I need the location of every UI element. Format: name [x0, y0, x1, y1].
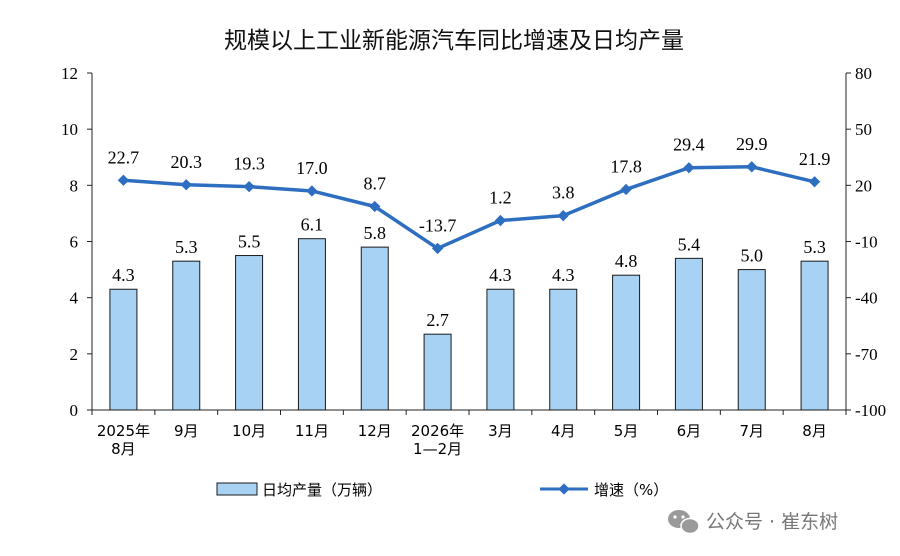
line-point	[557, 210, 569, 222]
x-tick-label: 3月	[488, 422, 513, 440]
bar-value-label: 5.3	[803, 237, 826, 257]
bar-value-label: 4.3	[489, 265, 512, 285]
bar-value-label: 5.5	[238, 232, 261, 252]
line-value-label: 29.9	[736, 134, 768, 154]
legend-bar-swatch	[216, 482, 258, 496]
bar	[674, 257, 703, 411]
line-point	[683, 162, 695, 174]
wechat-icon	[668, 510, 700, 535]
right-tick-label: 50	[855, 120, 872, 139]
axes: 0 2 4 6 8 10 12 -100 -70 -40 -10 20 50 80	[61, 64, 886, 420]
x-tick-label: 7月	[739, 422, 764, 440]
bar	[297, 238, 326, 411]
bars	[109, 238, 829, 411]
x-tick-label: 8月	[111, 440, 136, 458]
bar-value-label: 4.3	[552, 265, 575, 285]
line-point	[243, 180, 255, 193]
right-tick-label: -10	[855, 233, 878, 252]
line-point	[431, 242, 444, 255]
bar	[360, 246, 389, 411]
right-tick-label: 80	[855, 64, 872, 83]
line-point	[180, 179, 192, 191]
legend-line-label: 增速（%）	[594, 481, 668, 499]
line-value-label: 17.8	[610, 156, 642, 176]
left-tick-label: 10	[61, 120, 78, 139]
line-value-label: -13.7	[419, 215, 457, 235]
bar-value-label: 2.7	[426, 310, 449, 330]
x-tick-label: 8月	[802, 422, 827, 440]
line-value-label: 29.4	[673, 135, 705, 155]
bar-value-label: 4.3	[112, 265, 135, 285]
line-point	[808, 176, 821, 188]
bar	[737, 269, 766, 411]
x-tick-label: 2026年	[411, 422, 464, 440]
x-tick-label: 6月	[677, 422, 702, 440]
line-value-label: 8.7	[364, 173, 387, 193]
left-tick-label: 6	[70, 233, 79, 252]
left-tick-label: 12	[61, 64, 78, 83]
bar	[235, 255, 264, 411]
x-tick-label: 9月	[174, 422, 199, 440]
x-tick-label: 12月	[358, 422, 392, 440]
bar	[549, 288, 578, 411]
legend-bar-label: 日均产量（万辆）	[262, 481, 382, 499]
line-value-label: 1.2	[489, 188, 512, 208]
line-point	[620, 183, 632, 196]
data-labels: 4.3 5.3 5.5 6.1 5.8 2.7 4.3 4.3 4.8 5.4 5.0 5.3 22.7…	[108, 134, 831, 330]
line-value-label: 22.7	[108, 147, 140, 167]
bar-value-label: 5.0	[741, 246, 764, 266]
line-value-label: 20.3	[171, 152, 203, 172]
bar-value-label: 5.4	[678, 234, 701, 254]
bar	[612, 274, 641, 411]
x-tick-label: 11月	[295, 422, 329, 440]
bar	[172, 260, 201, 411]
chart-title: 规模以上工业新能源汽车同比增速及日均产量	[224, 28, 684, 54]
bar-value-label: 5.3	[175, 237, 198, 257]
line-point	[306, 185, 318, 197]
x-tick-label: 1—2月	[413, 440, 462, 458]
bar	[486, 288, 515, 411]
left-tick-label: 2	[70, 345, 79, 364]
right-tick-label: -40	[855, 289, 878, 308]
x-tick-label: 10月	[232, 422, 266, 440]
bar	[109, 288, 138, 411]
bar-value-label: 6.1	[301, 215, 324, 235]
right-tick-label: -70	[855, 345, 878, 364]
line-value-label: 17.0	[296, 158, 328, 178]
line-value-label: 3.8	[552, 183, 575, 203]
line-point	[117, 174, 130, 186]
line-series	[117, 161, 821, 255]
watermark-text: 公众号 · 崔东树	[706, 511, 838, 533]
bar-value-label: 5.8	[364, 223, 387, 243]
line-point	[494, 214, 507, 227]
legend: 日均产量（万辆） 增速（%）	[216, 481, 668, 499]
bar	[800, 260, 829, 411]
x-tick-label: 5月	[614, 422, 639, 440]
right-tick-label: 20	[855, 176, 872, 195]
x-tick-label: 4月	[551, 422, 576, 440]
watermark: 公众号 · 崔东树	[668, 510, 838, 535]
right-tick-label: -100	[855, 401, 886, 420]
left-tick-label: 0	[70, 401, 79, 420]
line-value-label: 19.3	[233, 154, 265, 174]
line-point	[369, 200, 381, 213]
x-tick-label: 2025年	[97, 422, 150, 440]
left-tick-label: 4	[70, 289, 79, 308]
growth-line	[123, 165, 815, 251]
line-point	[746, 161, 758, 173]
bar	[423, 333, 452, 411]
bar-value-label: 4.8	[615, 251, 638, 271]
legend-line-marker	[558, 483, 570, 495]
left-tick-label: 8	[70, 176, 79, 195]
line-value-label: 21.9	[799, 149, 831, 169]
